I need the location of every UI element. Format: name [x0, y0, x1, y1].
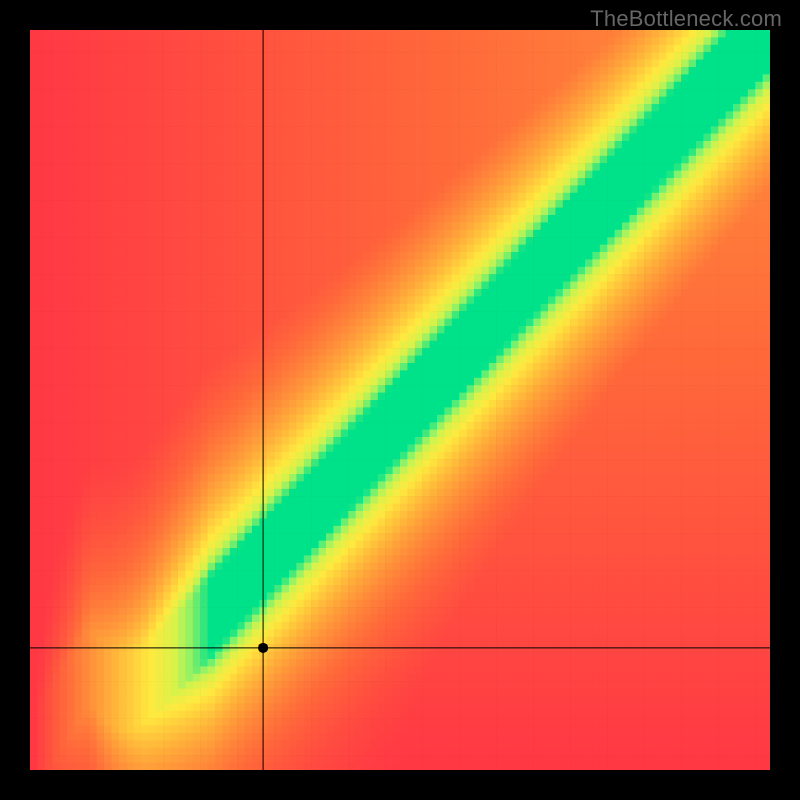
watermark-text: TheBottleneck.com — [590, 6, 782, 32]
heatmap-canvas — [30, 30, 770, 770]
heatmap-plot — [30, 30, 770, 770]
chart-container: TheBottleneck.com — [0, 0, 800, 800]
